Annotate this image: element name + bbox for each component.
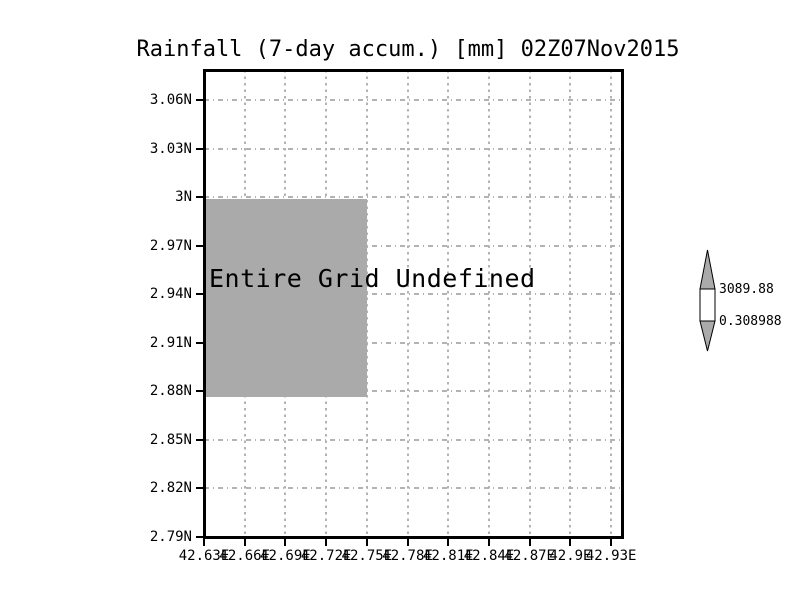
x-tick-mark [528,538,531,546]
x-axis-tick-label: 42.75E [341,548,393,564]
y-axis-tick-label: 2.85N [149,431,192,448]
colorbar-lower-triangle [699,320,716,352]
x-axis-tick-label: 42.9E [549,548,592,564]
x-tick-mark [365,538,368,546]
x-gridline [528,70,531,537]
y-axis-tick-label: 2.79N [149,529,192,545]
x-tick-mark [203,538,205,546]
y-tick-mark [196,390,204,393]
colorbar-upper-triangle [699,249,716,290]
y-gridline [204,438,622,441]
x-tick-mark [610,538,613,546]
y-gridline [204,487,622,490]
x-axis-tick-label: 42.78E [382,548,433,564]
x-tick-mark [569,538,572,546]
y-tick-mark [196,244,204,247]
undefined-grid-annotation: Entire Grid Undefined [209,264,536,293]
x-tick-mark [488,538,490,546]
y-axis-tick-label: 2.91N [149,334,192,351]
y-tick-mark [196,536,204,538]
y-tick-mark [196,196,204,199]
y-gridline [204,293,622,296]
x-axis-tick-label: 42.72E [300,548,352,564]
x-tick-mark [406,538,409,546]
x-axis-tick-label: 42.84E [463,548,515,564]
x-gridline [610,70,613,537]
x-axis-tick-label: 42.69E [260,548,311,564]
x-gridline [569,70,572,537]
x-gridline [406,70,409,537]
chart-title: Rainfall (7-day accum.) [mm] 02Z07Nov201… [136,37,680,62]
plot-frame [202,68,624,539]
y-gridline [204,98,622,101]
y-tick-mark [196,438,204,441]
x-axis-tick-label: 42.63E [178,548,230,564]
y-axis-tick-label: 3.03N [149,140,192,157]
y-tick-mark [196,293,204,296]
y-gridline [204,147,622,150]
undefined-region-overlay [204,199,367,397]
x-axis-tick-label: 42.87E [504,548,555,564]
y-tick-mark [196,98,204,101]
y-gridline [204,390,622,393]
x-gridline [488,70,490,537]
x-tick-mark [243,538,246,546]
y-tick-mark [196,487,204,490]
y-tick-mark [196,147,204,150]
colorbar-min-label: 0.308988 [719,314,782,329]
y-gridline [204,341,622,344]
colorbar-range-box [699,288,716,322]
y-axis-tick-label: 2.88N [149,383,192,400]
y-axis-tick-label: 3N [175,189,192,206]
y-axis-tick-label: 2.94N [149,286,192,303]
colorbar-arrow [699,249,716,352]
y-axis-tick-label: 3.06N [149,91,192,108]
y-gridline [204,244,622,247]
y-tick-mark [196,341,204,344]
colorbar-max-label: 3089.88 [719,282,774,297]
x-axis-tick-label: 42.66E [219,548,270,564]
x-axis-tick-label: 42.93E [585,548,637,564]
y-axis-tick-label: 2.82N [149,480,192,497]
x-tick-mark [325,538,328,546]
x-gridline [447,70,450,537]
x-axis-tick-label: 42.81E [422,548,474,564]
x-tick-mark [447,538,450,546]
y-axis-tick-label: 2.97N [149,237,192,254]
x-gridline [365,70,368,537]
x-tick-mark [284,538,287,546]
y-gridline [204,196,622,199]
